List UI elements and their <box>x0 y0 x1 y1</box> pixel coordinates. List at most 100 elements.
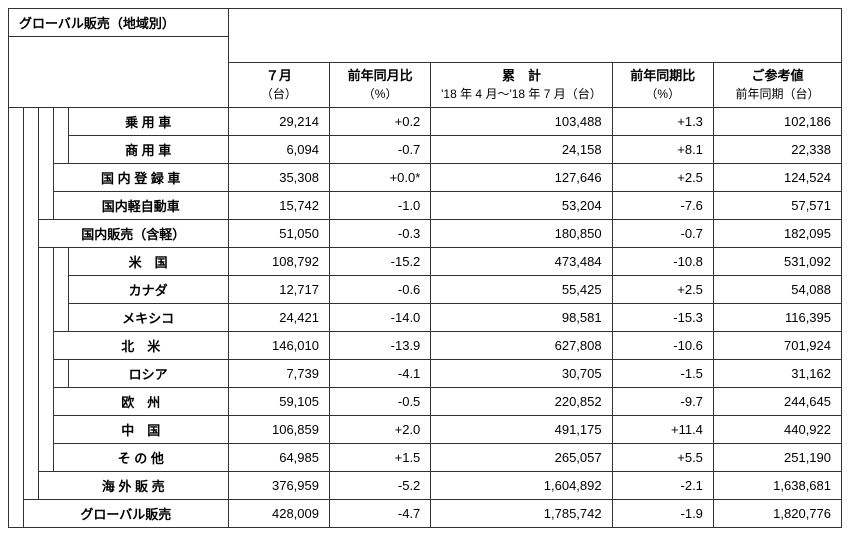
cell-value: 440,922 <box>713 416 841 444</box>
cell-value: 251,190 <box>713 444 841 472</box>
cell-value: 30,705 <box>431 360 612 388</box>
table-row: 国 内 登 録 車35,308+0.0*127,646+2.5124,524 <box>9 164 842 192</box>
cell-value: 1,604,892 <box>431 472 612 500</box>
cell-value: +8.1 <box>612 136 713 164</box>
cell-value: 244,645 <box>713 388 841 416</box>
row-label: メキシコ <box>68 304 228 332</box>
table-row: ロシア7,739-4.130,705-1.531,162 <box>9 360 842 388</box>
cell-value: -9.7 <box>612 388 713 416</box>
cell-value: -0.5 <box>329 388 430 416</box>
cell-value: 1,785,742 <box>431 500 612 528</box>
table-row: そ の 他64,985+1.5265,057+5.5251,190 <box>9 444 842 472</box>
cell-value: +0.2 <box>329 108 430 136</box>
cell-value: 376,959 <box>228 472 329 500</box>
cell-value: 12,717 <box>228 276 329 304</box>
cell-value: 124,524 <box>713 164 841 192</box>
cell-value: 24,421 <box>228 304 329 332</box>
cell-value: 31,162 <box>713 360 841 388</box>
row-label: 欧 州 <box>53 388 228 416</box>
cell-value: 57,571 <box>713 192 841 220</box>
col-july: ７月 （台） <box>228 63 329 108</box>
cell-value: 220,852 <box>431 388 612 416</box>
cell-value: 428,009 <box>228 500 329 528</box>
cell-value: 59,105 <box>228 388 329 416</box>
row-label: 海 外 販 売 <box>38 472 228 500</box>
row-label: そ の 他 <box>53 444 228 472</box>
table-row: 商 用 車6,094-0.724,158+8.122,338 <box>9 136 842 164</box>
cell-value: +1.3 <box>612 108 713 136</box>
cell-value: 180,850 <box>431 220 612 248</box>
row-label: ロシア <box>68 360 228 388</box>
cell-value: 1,820,776 <box>713 500 841 528</box>
cell-value: 182,095 <box>713 220 841 248</box>
row-label: 米 国 <box>68 248 228 276</box>
cell-value: +2.5 <box>612 164 713 192</box>
row-label: 乗 用 車 <box>68 108 228 136</box>
cell-value: -4.7 <box>329 500 430 528</box>
cell-value: -10.6 <box>612 332 713 360</box>
cell-value: 24,158 <box>431 136 612 164</box>
table-row: 国内販売（含軽）51,050-0.3180,850-0.7182,095 <box>9 220 842 248</box>
cell-value: -1.0 <box>329 192 430 220</box>
cell-value: -14.0 <box>329 304 430 332</box>
cell-value: 491,175 <box>431 416 612 444</box>
row-label: 国内販売（含軽） <box>38 220 228 248</box>
table-row: カナダ12,717-0.655,425+2.554,088 <box>9 276 842 304</box>
cell-value: 1,638,681 <box>713 472 841 500</box>
cell-value: -7.6 <box>612 192 713 220</box>
cell-value: -4.1 <box>329 360 430 388</box>
cell-value: 15,742 <box>228 192 329 220</box>
row-label: カナダ <box>68 276 228 304</box>
cell-value: 6,094 <box>228 136 329 164</box>
cell-value: +1.5 <box>329 444 430 472</box>
global-sales-table: グローバル販売（地域別） ７月 （台） 前年同月比 （%） 累 計 '18 年 … <box>8 8 842 528</box>
row-label: 国内軽自動車 <box>53 192 228 220</box>
cell-value: -0.3 <box>329 220 430 248</box>
cell-value: 116,395 <box>713 304 841 332</box>
cell-value: 64,985 <box>228 444 329 472</box>
cell-value: 265,057 <box>431 444 612 472</box>
cell-value: -0.7 <box>612 220 713 248</box>
cell-value: -13.9 <box>329 332 430 360</box>
table-row: メキシコ24,421-14.098,581-15.3116,395 <box>9 304 842 332</box>
col-yoy: 前年同期比 （%） <box>612 63 713 108</box>
table-row: 北 米146,010-13.9627,808-10.6701,924 <box>9 332 842 360</box>
table-title: グローバル販売（地域別） <box>9 9 229 37</box>
row-label: グローバル販売 <box>23 500 228 528</box>
cell-value: 473,484 <box>431 248 612 276</box>
cell-value: 55,425 <box>431 276 612 304</box>
cell-value: -2.1 <box>612 472 713 500</box>
row-label: 北 米 <box>53 332 228 360</box>
cell-value: -10.8 <box>612 248 713 276</box>
row-label: 国 内 登 録 車 <box>53 164 228 192</box>
table-row: 中 国106,859+2.0491,175+11.4440,922 <box>9 416 842 444</box>
cell-value: +2.5 <box>612 276 713 304</box>
table-row: 海 外 販 売376,959-5.21,604,892-2.11,638,681 <box>9 472 842 500</box>
table-row: グローバル販売428,009-4.71,785,742-1.91,820,776 <box>9 500 842 528</box>
cell-value: 51,050 <box>228 220 329 248</box>
cell-value: 103,488 <box>431 108 612 136</box>
cell-value: 127,646 <box>431 164 612 192</box>
cell-value: 106,859 <box>228 416 329 444</box>
cell-value: -1.5 <box>612 360 713 388</box>
cell-value: 7,739 <box>228 360 329 388</box>
cell-value: +2.0 <box>329 416 430 444</box>
cell-value: 701,924 <box>713 332 841 360</box>
cell-value: 531,092 <box>713 248 841 276</box>
cell-value: -5.2 <box>329 472 430 500</box>
cell-value: +0.0* <box>329 164 430 192</box>
row-label: 中 国 <box>53 416 228 444</box>
table-row: 乗 用 車29,214+0.2103,488+1.3102,186 <box>9 108 842 136</box>
cell-value: -15.3 <box>612 304 713 332</box>
cell-value: -1.9 <box>612 500 713 528</box>
cell-value: 54,088 <box>713 276 841 304</box>
col-mom: 前年同月比 （%） <box>329 63 430 108</box>
cell-value: -15.2 <box>329 248 430 276</box>
cell-value: 98,581 <box>431 304 612 332</box>
cell-value: 35,308 <box>228 164 329 192</box>
col-reference: ご参考値 前年同期（台） <box>713 63 841 108</box>
cell-value: 53,204 <box>431 192 612 220</box>
cell-value: 22,338 <box>713 136 841 164</box>
header-row: ７月 （台） 前年同月比 （%） 累 計 '18 年 4 月～'18 年 7 月… <box>9 63 842 108</box>
cell-value: 102,186 <box>713 108 841 136</box>
